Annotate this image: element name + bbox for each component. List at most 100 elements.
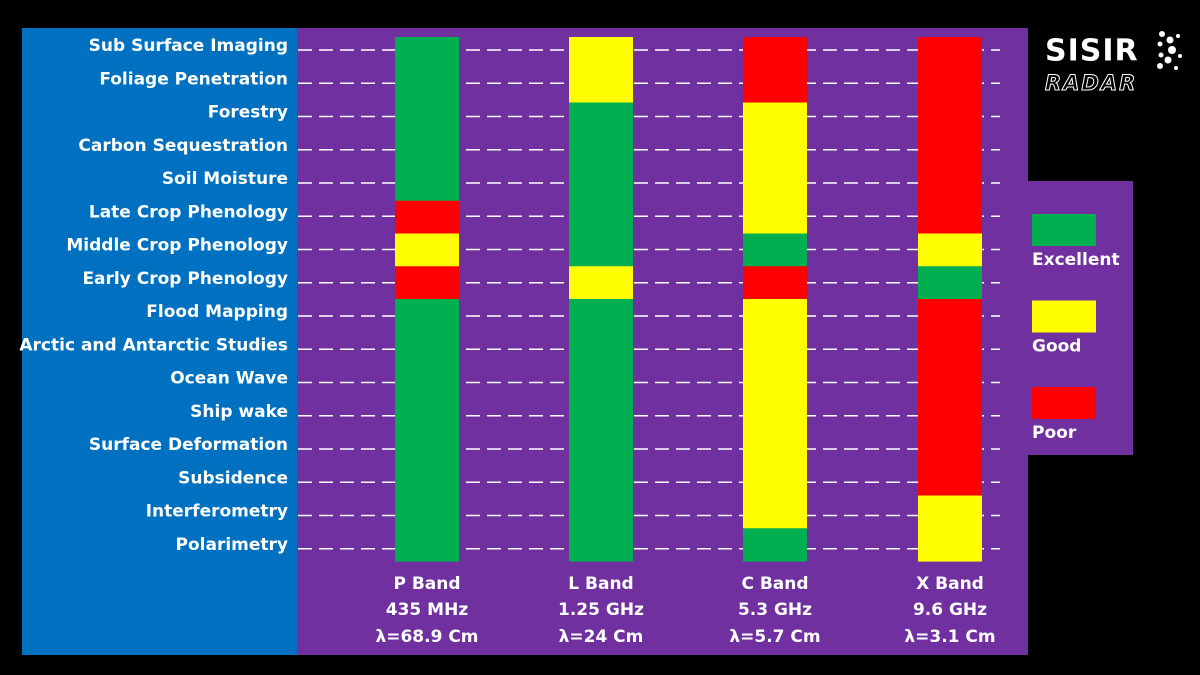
rating-cell [395,37,459,71]
rating-cell [918,200,982,235]
rating-cell [743,364,807,398]
rating-cell [569,200,633,235]
application-label: Arctic and Antarctic Studies [19,335,288,355]
rating-cell [395,430,459,464]
rating-cell [743,37,807,71]
rating-cell [395,233,459,267]
rating-cell [569,397,633,431]
band-frequency: 9.6 GHz [913,600,987,620]
rating-cell [918,266,982,300]
application-label: Subsidence [178,468,288,488]
rating-cell [743,462,807,497]
application-label: Soil Moisture [162,169,288,189]
rating-cell [743,200,807,235]
rating-cell [395,102,459,136]
rating-cell [395,331,459,366]
rating-cell [395,528,459,562]
legend-label: Good [1032,337,1081,357]
rating-cell [918,495,982,529]
rating-cell [743,495,807,529]
application-label: Ship wake [190,402,288,422]
rating-cell [395,299,459,333]
rating-cell [743,168,807,202]
rating-cell [395,462,459,497]
rating-cell [918,430,982,464]
rating-cell [569,37,633,71]
rating-cell [743,266,807,300]
rating-cell [569,233,633,267]
legend-swatch [1032,387,1096,419]
rating-cell [743,397,807,431]
rating-cell [918,397,982,431]
rating-cell [569,69,633,104]
band-wavelength: λ=68.9 Cm [375,627,478,647]
rating-cell [743,135,807,169]
rating-cell [569,168,633,202]
legend-swatch [1032,214,1096,246]
legend-swatch [1032,300,1096,333]
band-frequency: 1.25 GHz [558,600,644,620]
rating-cell [395,364,459,398]
rating-cell [569,102,633,136]
rating-cell [569,135,633,169]
rating-cell [743,299,807,333]
rating-cell [918,528,982,562]
rating-cell [918,462,982,497]
rating-cell [569,495,633,529]
rating-cell [918,168,982,202]
rating-cell [569,331,633,366]
rating-cell [918,135,982,169]
band-frequency: 435 MHz [386,600,469,620]
rating-cell [569,266,633,300]
band-name: C Band [741,574,808,594]
rating-cell [395,495,459,529]
rating-cell [395,135,459,169]
application-label: Polarimetry [176,535,288,555]
application-label: Sub Surface Imaging [89,36,288,56]
band-wavelength: λ=24 Cm [559,627,644,647]
rating-cell [569,462,633,497]
rating-cell [918,69,982,104]
application-label: Carbon Sequestration [78,136,288,156]
band-name: X Band [916,574,984,594]
rating-cell [569,364,633,398]
legend-label: Excellent [1032,250,1120,270]
application-label: Flood Mapping [146,302,288,322]
rating-cell [569,299,633,333]
band-name: L Band [568,574,633,594]
rating-cell [395,69,459,104]
application-label: Foliage Penetration [99,69,288,89]
rating-cell [918,233,982,267]
application-label: Surface Deformation [89,435,288,455]
application-label: Late Crop Phenology [89,202,288,222]
rating-cell [918,364,982,398]
label-panel [22,28,298,655]
legend-label: Poor [1032,423,1077,443]
logo-name: SISIR [1045,34,1139,69]
application-label: Interferometry [146,502,288,522]
rating-cell [918,37,982,71]
logo-sub: RADAR [1045,71,1137,95]
rating-cell [743,69,807,104]
application-label: Early Crop Phenology [82,269,288,289]
band-name: P Band [393,574,460,594]
band-wavelength: λ=3.1 Cm [904,627,995,647]
application-label: Forestry [208,103,288,123]
rating-cell [395,168,459,202]
rating-cell [918,299,982,333]
application-label: Ocean Wave [170,369,288,389]
rating-cell [743,233,807,267]
logo-dots [1157,31,1182,70]
rating-cell [395,200,459,235]
rating-cell [918,331,982,366]
application-label: Middle Crop Phenology [66,236,288,256]
rating-cell [743,102,807,136]
rating-cell [395,266,459,300]
band-frequency: 5.3 GHz [738,600,812,620]
rating-cell [918,102,982,136]
rating-cell [569,528,633,562]
rating-cell [743,331,807,366]
rating-cell [743,430,807,464]
rating-cell [395,397,459,431]
